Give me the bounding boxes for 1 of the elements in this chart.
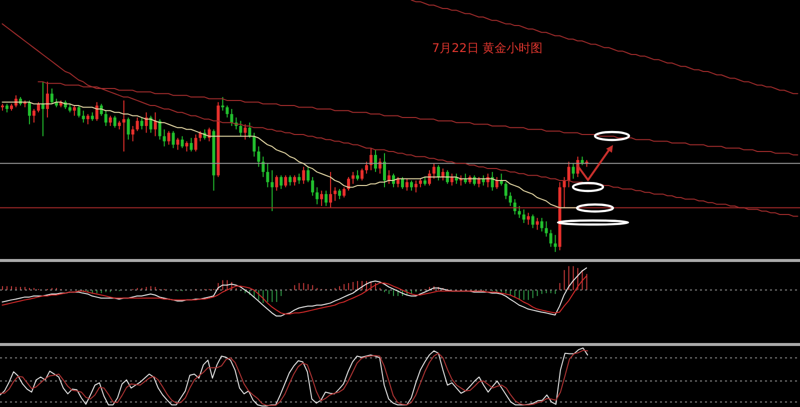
chart-title: 7月22日 黄金小时图 [432, 40, 543, 57]
